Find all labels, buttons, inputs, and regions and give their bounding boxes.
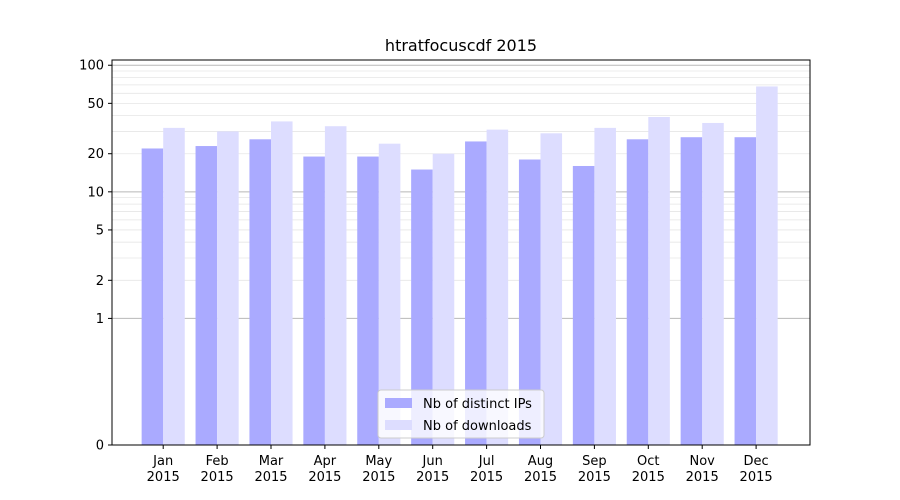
x-tick-label: Mar <box>259 454 284 469</box>
bar-downloads <box>540 133 563 445</box>
x-tick-label: Feb <box>206 454 229 469</box>
plot-area <box>111 59 811 446</box>
x-tick-label: Jan <box>152 454 173 469</box>
bar-distinct-ips <box>303 156 325 446</box>
y-axis: 0 1 2 5 10 20 50 100 <box>79 59 112 454</box>
x-tick-label: 2015 <box>470 470 503 485</box>
legend-swatch-downloads <box>385 420 412 430</box>
x-tick-label: Aug <box>528 454 553 469</box>
bar-downloads <box>217 131 239 445</box>
x-tick-label: 2015 <box>686 470 719 485</box>
bar-downloads <box>702 122 724 445</box>
x-tick-label: 2015 <box>632 470 665 485</box>
bar-downloads <box>271 121 293 445</box>
x-axis: Jan2015Feb2015Mar2015Apr2015May2015Jun20… <box>147 445 773 485</box>
x-tick-label: Apr <box>314 454 337 469</box>
x-tick-label: 2015 <box>740 470 773 485</box>
bar-downloads <box>163 127 185 445</box>
x-tick-label: 2015 <box>201 470 234 485</box>
x-tick-label: 2015 <box>254 470 287 485</box>
y-tick-label: 20 <box>87 147 104 162</box>
x-tick-label: Dec <box>744 454 769 469</box>
y-tick-label: 1 <box>96 312 104 327</box>
bar-distinct-ips <box>465 141 487 445</box>
chart-title: htratfocuscdf 2015 <box>385 36 537 55</box>
x-tick-label: May <box>365 454 392 469</box>
bar-downloads <box>648 117 670 446</box>
bar-downloads <box>756 86 778 445</box>
bar-downloads <box>432 153 455 446</box>
x-tick-label: Jul <box>478 454 495 469</box>
x-tick-label: 2015 <box>524 470 557 485</box>
x-tick-label: Oct <box>637 454 659 469</box>
bar-distinct-ips <box>195 146 218 445</box>
y-tick-label: 2 <box>96 274 104 289</box>
legend: Nb of distinct IPs Nb of downloads <box>377 389 545 439</box>
bar-distinct-ips <box>626 139 649 445</box>
x-tick-label: Sep <box>582 454 607 469</box>
legend-box <box>377 389 545 439</box>
x-tick-label: Nov <box>690 454 716 469</box>
x-tick-label: 2015 <box>578 470 611 485</box>
x-tick-label: 2015 <box>147 470 180 485</box>
bar-downloads <box>324 126 347 446</box>
legend-swatch-distinct-ips <box>385 398 412 408</box>
bar-distinct-ips <box>572 165 595 446</box>
y-tick-label: 0 <box>96 439 104 454</box>
bar-distinct-ips <box>680 137 703 446</box>
bar-distinct-ips <box>357 156 379 446</box>
x-tick-label: Jun <box>422 454 443 469</box>
y-tick-label: 100 <box>79 59 104 74</box>
x-tick-label: 2015 <box>308 470 341 485</box>
bar-distinct-ips <box>734 137 757 446</box>
y-tick-label: 10 <box>87 185 104 200</box>
bar-downloads <box>378 143 401 445</box>
legend-label-distinct-ips: Nb of distinct IPs <box>423 397 532 412</box>
x-tick-label: 2015 <box>362 470 395 485</box>
bar-distinct-ips <box>249 139 272 445</box>
legend-label-downloads: Nb of downloads <box>423 419 532 434</box>
y-tick-label: 50 <box>87 97 104 112</box>
bar-distinct-ips <box>411 169 433 445</box>
x-tick-label: 2015 <box>416 470 449 485</box>
bar-downloads <box>594 127 616 445</box>
y-tick-label: 5 <box>96 223 104 238</box>
bar-distinct-ips <box>518 159 541 445</box>
bars <box>141 86 778 446</box>
bar-downloads <box>486 129 509 445</box>
bar-distinct-ips <box>141 148 164 445</box>
